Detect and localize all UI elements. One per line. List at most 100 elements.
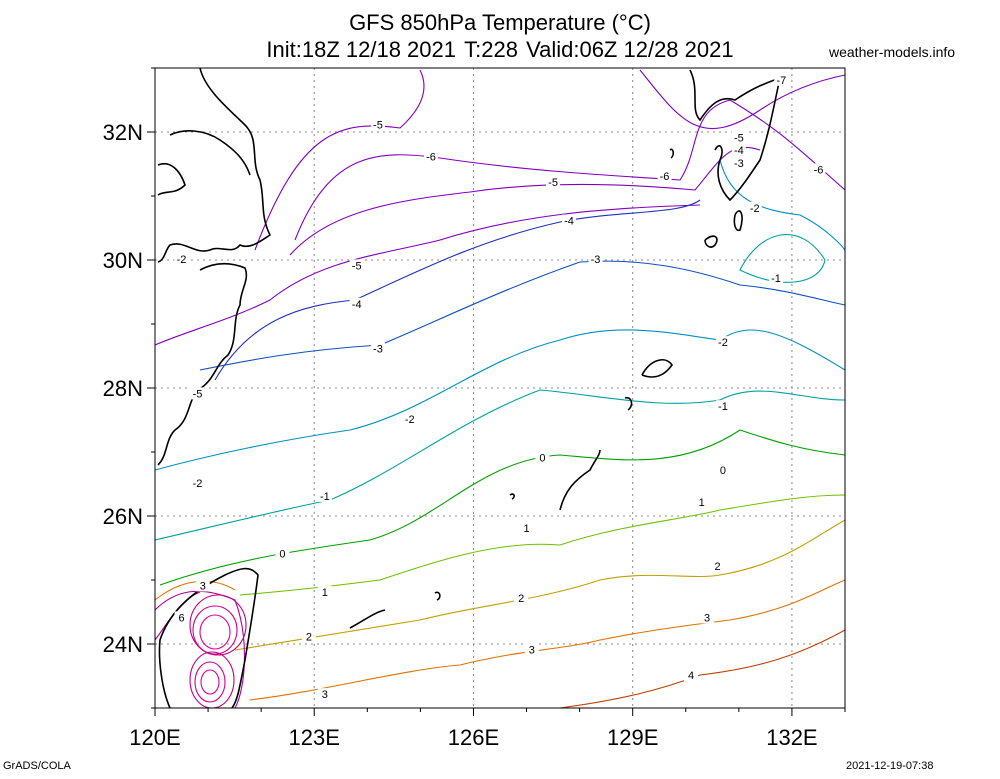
contour-minus7	[639, 69, 846, 129]
contour-label-text: -2	[718, 337, 728, 349]
contour-label-bg	[731, 157, 746, 169]
contour-label-text: -2	[177, 254, 187, 266]
contour-label-text: 6	[178, 612, 184, 624]
lat-tick-label: 28N	[103, 376, 143, 401]
coast-islet3	[509, 493, 515, 500]
contour-label: 2	[301, 630, 316, 644]
contour-label: -2	[402, 413, 417, 426]
contour-0	[159, 429, 846, 586]
contour-label: 3	[524, 643, 539, 656]
contour-label-bg	[657, 169, 672, 182]
contour-label: -1	[715, 400, 730, 413]
contour-label-bg	[174, 611, 189, 624]
contour-label: 0	[535, 451, 550, 464]
contour-label-text: 3	[704, 612, 710, 624]
contour-label: -5	[349, 259, 364, 272]
contour-label-text: -5	[373, 120, 383, 132]
contour-label: -6	[424, 150, 438, 164]
contour-label-bg	[174, 253, 189, 265]
contour-label: -6	[657, 169, 672, 183]
contour-label: 4	[684, 669, 699, 682]
contour-label-text: 0	[539, 452, 545, 464]
chart-subtitle: Init:18Z 12/18 2021 T:228 Valid:06Z 12/2…	[0, 37, 1000, 63]
contour-label-bg	[562, 214, 576, 227]
coast-ryukyu-okinawa	[559, 449, 601, 511]
contour-label: -4	[349, 297, 364, 311]
contour-label: -1	[317, 489, 332, 503]
contour-label-text: -3	[591, 254, 601, 266]
contour-label-bg	[370, 118, 385, 131]
coast-china-inlet	[157, 130, 251, 196]
contour-minus2-inner	[719, 159, 846, 251]
contour-label: 3	[700, 611, 714, 624]
coast-yaeyama	[349, 609, 386, 629]
contour-label: -2	[190, 477, 205, 490]
contour-label-bg	[715, 400, 730, 413]
contour-label: -5	[546, 176, 561, 189]
chart-title: GFS 850hPa Temperature (°C)	[349, 10, 651, 35]
contour-label: 1	[317, 585, 332, 599]
contour-minus2	[154, 329, 846, 471]
contour-label-text: 3	[200, 580, 206, 592]
contour-label-text: 1	[699, 497, 705, 509]
contour-label-bg	[190, 387, 205, 400]
coast-china	[157, 67, 272, 466]
contour-label-bg	[519, 521, 534, 534]
valid-time: Valid:06Z 12/28 2021	[526, 37, 734, 62]
coast-kyushu	[689, 69, 782, 202]
contour-label-text: -4	[564, 216, 574, 228]
contour-label-bg	[811, 163, 826, 176]
contour-minus5b	[154, 204, 701, 346]
contour-label: -5	[370, 118, 385, 132]
contour-label-text: 2	[518, 593, 524, 605]
contour-label: -2	[747, 201, 762, 215]
contour-label-bg	[195, 579, 210, 592]
coast-amami	[641, 359, 673, 378]
contour-label: -3	[370, 342, 385, 356]
contour-label-text: -2	[405, 414, 415, 426]
coast-islet1	[624, 396, 633, 411]
contour-label: -5	[731, 131, 746, 144]
contour-label: -3	[588, 253, 603, 266]
contour-minus6	[294, 99, 846, 241]
contour-label-bg	[546, 176, 561, 189]
contour-label-bg	[424, 150, 438, 163]
contour-label-text: -6	[660, 171, 670, 183]
contour-label: 2	[710, 560, 725, 573]
coastlines	[157, 67, 782, 709]
contour-minus3	[199, 260, 846, 371]
contour-label-text: 2	[715, 561, 721, 573]
contour-label: -4	[562, 214, 576, 228]
lon-tick-label: 132E	[766, 725, 817, 750]
warm-core-contours	[154, 580, 247, 709]
contour-label: -2	[715, 336, 730, 349]
contour-label-bg	[317, 688, 332, 701]
contour-label: 3	[195, 579, 210, 592]
lon-tick-label: 120E	[129, 725, 180, 750]
coast-islet4	[669, 148, 675, 159]
contour-label-text: -4	[352, 299, 362, 311]
footer-timestamp: 2021-12-19-07:38	[846, 760, 934, 772]
contour-label: 0	[275, 547, 290, 560]
contour-label-bg	[349, 259, 364, 272]
map-axes: 120E 123E 126E 129E 132E 32N 30N 28N 26N 24N	[103, 67, 846, 750]
contour-label: -7	[774, 73, 789, 87]
contour-label-text: -6	[426, 152, 436, 164]
forecast-step: T:228	[464, 37, 518, 62]
contour-label-bg	[710, 560, 725, 573]
contour-label-bg	[731, 131, 746, 144]
contour-label-text: -1	[771, 273, 781, 285]
lon-tick-label: 126E	[448, 725, 499, 750]
footer-software: GrADS/COLA	[3, 760, 71, 772]
contour-label-bg	[747, 201, 762, 214]
contour-label: -3	[731, 157, 746, 170]
contour-label-text: -3	[734, 158, 744, 170]
contour-label-bg	[402, 413, 417, 425]
contour-label: -4	[731, 144, 746, 157]
contour-label-bg	[684, 669, 699, 681]
contour-label-text: 2	[306, 632, 312, 644]
contour-label: 2	[514, 592, 529, 605]
contour-label: -1	[769, 272, 783, 285]
contour-minus5	[254, 69, 761, 256]
contour-label-bg	[275, 547, 290, 560]
